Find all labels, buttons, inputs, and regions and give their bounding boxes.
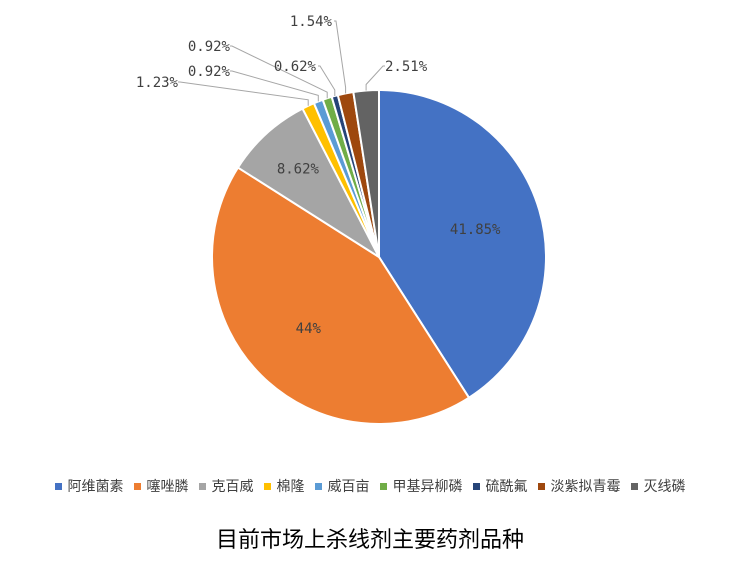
legend-swatch: [133, 482, 141, 490]
leader-line-9: [365, 65, 385, 91]
legend-swatch: [54, 482, 62, 490]
data-label-9: 2.51%: [385, 59, 428, 75]
data-label-4: 1.23%: [136, 75, 179, 91]
legend-label: 淡紫拟青霉: [550, 479, 621, 495]
legend-swatch: [630, 482, 638, 490]
data-label-6: 0.92%: [188, 39, 231, 55]
pie-chart: 41.85% 44% 8.62% 1.23% 0.92% 0.92% 0.62% 1.54% 2…: [136, 14, 547, 425]
legend-swatch: [314, 482, 322, 490]
data-label-8: 1.54%: [290, 14, 333, 30]
legend-item-4: 棉隆: [263, 476, 305, 496]
leader-lines: [178, 20, 385, 106]
legend-swatch: [472, 482, 480, 490]
legend-swatch: [198, 482, 206, 490]
data-label-3: 8.62%: [277, 161, 320, 177]
chart-legend: 阿维菌素 噻唑膦 克百威 棉隆 威百亩 甲基异柳磷 硫酰氟 淡紫拟青霉 灭线磷: [0, 474, 740, 498]
data-label-5: 0.92%: [188, 64, 231, 80]
legend-swatch: [379, 482, 387, 490]
legend-item-8: 淡紫拟青霉: [537, 476, 621, 496]
legend-label: 棉隆: [276, 479, 305, 495]
leader-line-7: [318, 65, 336, 96]
legend-item-3: 克百威: [198, 476, 254, 496]
legend-label: 威百亩: [327, 479, 370, 495]
leader-line-5: [230, 70, 319, 102]
data-label-7: 0.62%: [274, 59, 317, 75]
legend-item-6: 甲基异柳磷: [379, 476, 463, 496]
pie-slices: [211, 88, 547, 425]
leader-line-8: [334, 20, 347, 94]
legend-item-5: 威百亩: [314, 476, 370, 496]
legend-label: 阿维菌素: [67, 479, 124, 495]
figure-caption: 目前市场上杀线剂主要药剂品种: [215, 528, 524, 553]
legend-label: 硫酰氟: [485, 479, 528, 495]
pie-slice-2: [211, 166, 471, 425]
legend-item-2: 噻唑膦: [133, 476, 189, 496]
data-labels: 41.85% 44% 8.62% 1.23% 0.92% 0.92% 0.62% 1.54% 2…: [136, 14, 501, 337]
legend-label: 克百威: [211, 479, 254, 495]
leader-line-4: [178, 81, 309, 106]
legend-label: 噻唑膦: [146, 479, 189, 495]
data-label-2: 44%: [296, 321, 322, 337]
leader-line-6: [230, 45, 328, 99]
legend-item-1: 阿维菌素: [54, 476, 124, 496]
legend-item-9: 灭线磷: [630, 476, 686, 496]
data-label-1: 41.85%: [450, 222, 501, 238]
legend-item-7: 硫酰氟: [472, 476, 528, 496]
pie-slice-3: [236, 107, 382, 260]
legend-swatch: [263, 482, 271, 490]
legend-label: 灭线磷: [643, 479, 686, 495]
legend-label: 甲基异柳磷: [392, 479, 463, 495]
legend-swatch: [537, 482, 545, 490]
